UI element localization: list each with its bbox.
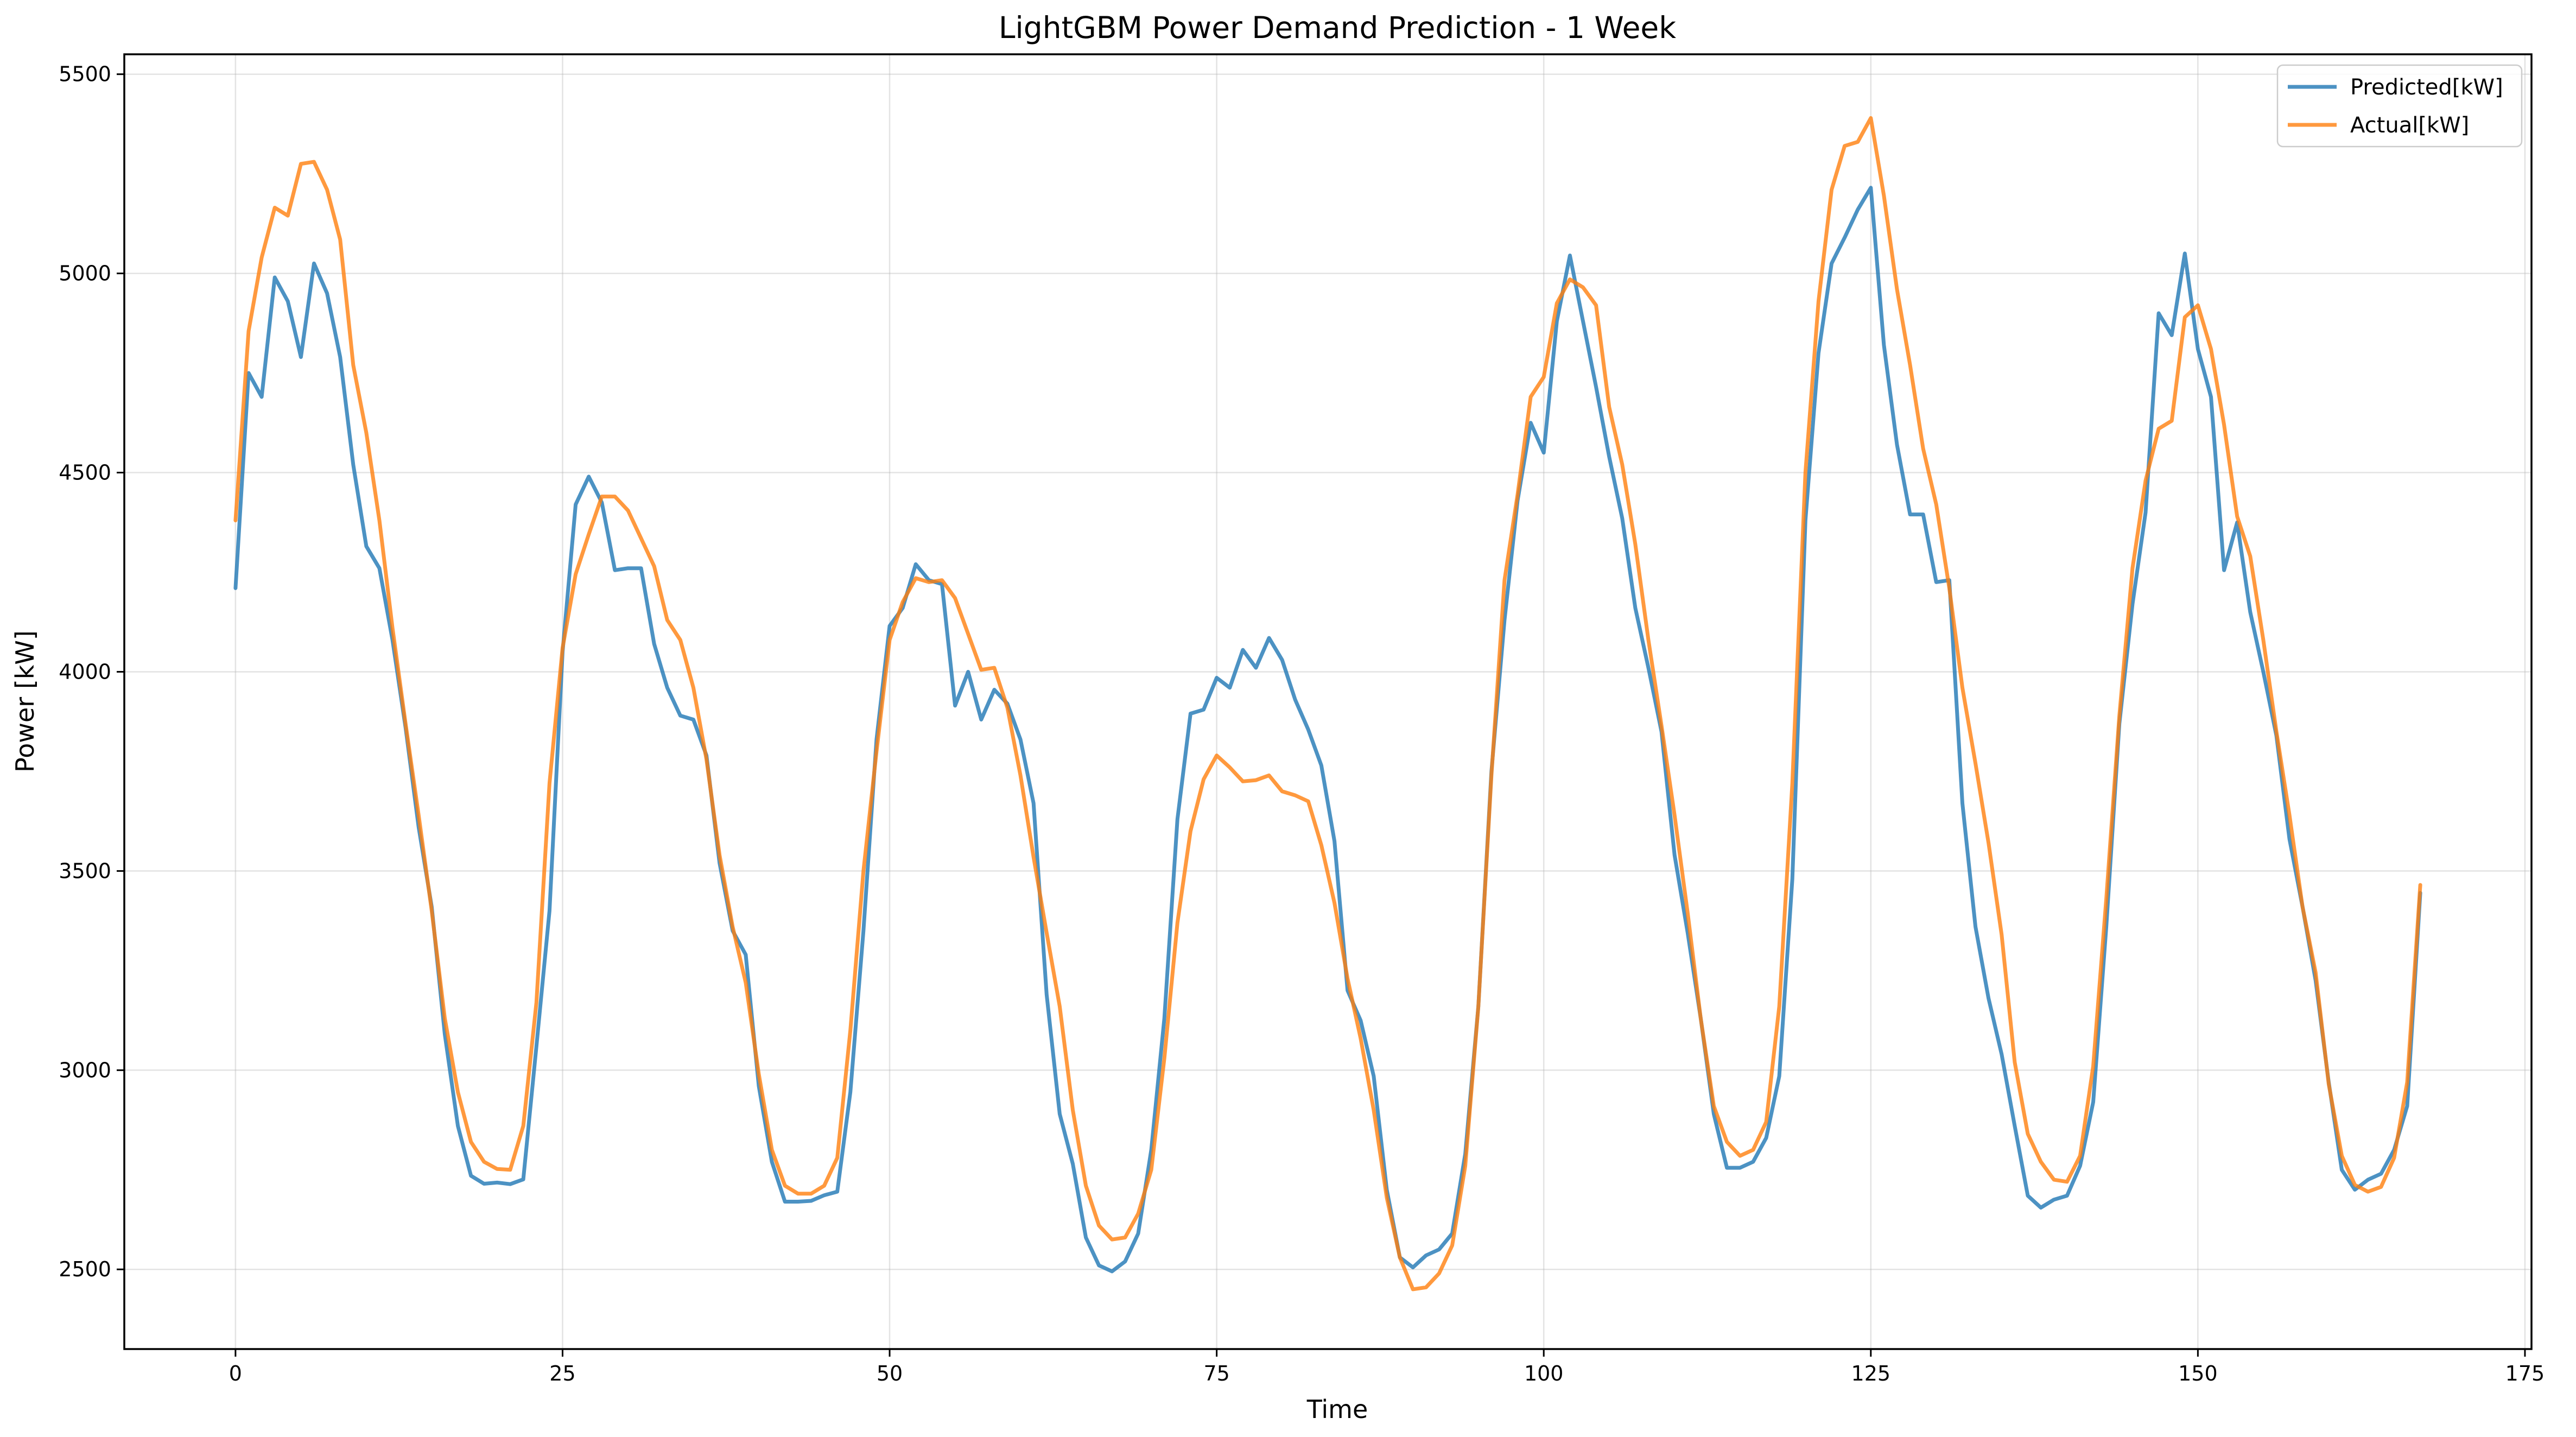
chart-title: LightGBM Power Demand Prediction - 1 Wee… <box>999 10 1676 45</box>
y-tick-label: 5500 <box>59 62 111 86</box>
x-tick-label: 175 <box>2505 1362 2545 1385</box>
y-tick-label: 5000 <box>59 262 111 286</box>
x-tick-label: 50 <box>877 1362 903 1385</box>
y-tick-label: 4500 <box>59 461 111 485</box>
x-tick-label: 100 <box>1524 1362 1564 1385</box>
x-tick-label: 125 <box>1851 1362 1891 1385</box>
x-tick-label: 25 <box>549 1362 575 1385</box>
y-axis: 2500 3000 3500 4000 4500 5000 5500 <box>59 62 124 1281</box>
x-axis: 0 25 50 75 100 125 150 175 <box>229 1349 2545 1385</box>
plot-frame <box>123 53 2533 1350</box>
legend: Predicted[kW] Actual[kW] <box>2276 64 2523 148</box>
series-line-1 <box>233 116 2422 1292</box>
y-tick-label: 2500 <box>59 1257 111 1281</box>
legend-label-0: Predicted[kW] <box>2350 75 2503 100</box>
x-axis-label: Time <box>1306 1395 1368 1424</box>
x-tick-label: 75 <box>1203 1362 1229 1385</box>
grid <box>124 54 2531 1349</box>
x-tick-label: 150 <box>2178 1362 2218 1385</box>
legend-box <box>2276 64 2523 148</box>
y-tick-label: 4000 <box>59 660 111 683</box>
y-tick-label: 3000 <box>59 1058 111 1082</box>
legend-label-1: Actual[kW] <box>2350 113 2469 138</box>
y-axis-label: Power [kW] <box>10 630 40 773</box>
series-layer <box>233 116 2422 1292</box>
y-tick-label: 3500 <box>59 859 111 883</box>
x-tick-label: 0 <box>229 1362 242 1385</box>
